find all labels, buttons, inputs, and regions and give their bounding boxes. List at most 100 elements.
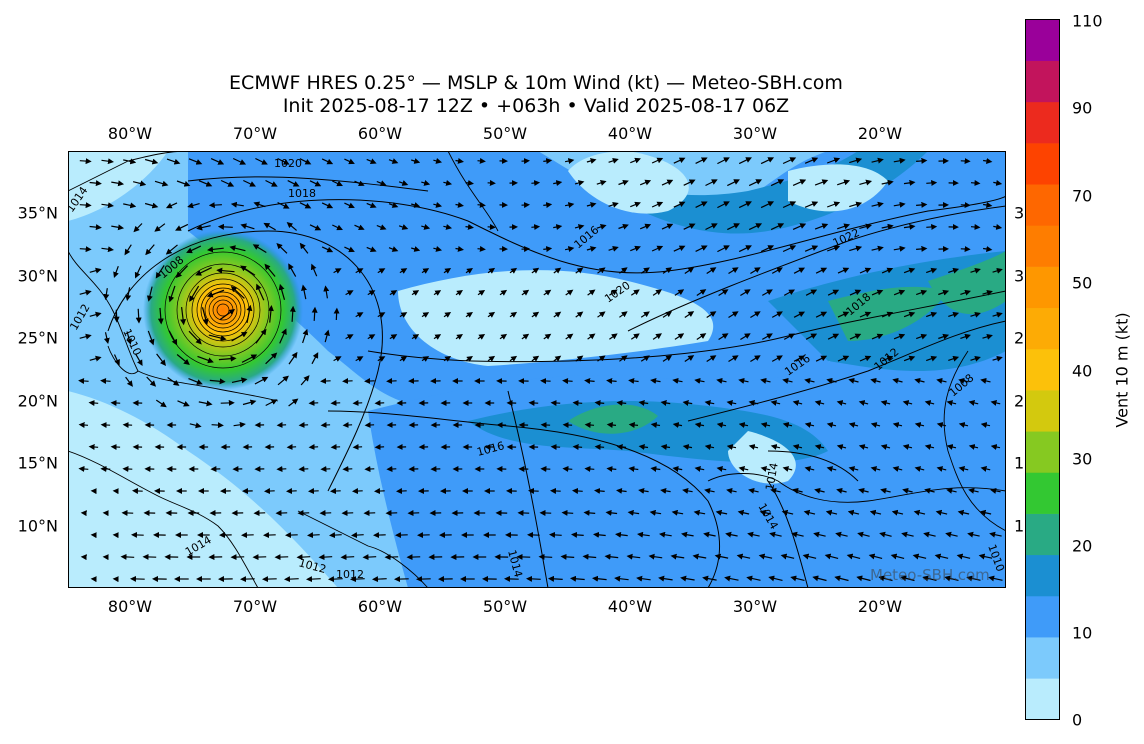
wind-arrow <box>770 179 785 187</box>
wind-arrow <box>926 179 938 186</box>
wind-arrow <box>366 246 377 252</box>
wind-arrow <box>465 223 474 230</box>
wind-arrow <box>826 466 837 472</box>
wind-arrow <box>288 263 297 277</box>
wind-arrow <box>856 575 871 582</box>
wind-arrow <box>662 267 673 274</box>
colorbar-bin <box>1025 637 1060 679</box>
wind-arrow <box>790 575 805 582</box>
wind-arrow <box>103 288 110 301</box>
wind-arrow <box>531 180 541 187</box>
wind-arrow <box>893 289 906 296</box>
wind-arrow <box>660 444 671 450</box>
wind-arrow <box>553 180 563 186</box>
wind-arrow <box>738 377 749 384</box>
wind-arrow <box>584 422 595 428</box>
isobar-label: 1018 <box>288 187 316 200</box>
wind-arrow <box>477 245 486 252</box>
wind-arrow <box>176 354 190 366</box>
wind-arrow <box>584 377 595 384</box>
wind-arrow <box>165 202 178 209</box>
wind-arrow <box>815 355 828 362</box>
wind-arrow <box>230 285 245 299</box>
wind-arrow <box>377 312 386 318</box>
wind-arrow <box>321 202 334 209</box>
isobars <box>107 176 1006 588</box>
wind-arrow <box>714 553 729 560</box>
wind-arrow <box>792 487 803 494</box>
wind-arrow <box>662 311 673 318</box>
wind-arrow <box>726 400 737 406</box>
wind-arrow <box>728 355 739 363</box>
wind-arrow <box>344 158 355 165</box>
wind-arrow <box>455 157 464 164</box>
wind-arrow <box>696 333 707 340</box>
wind-arrow <box>411 202 421 208</box>
wind-arrow <box>188 378 203 385</box>
wind-arrow <box>111 224 125 231</box>
wind-arrow <box>782 157 797 165</box>
wind-arrow <box>893 245 906 252</box>
wind-arrow <box>715 509 728 516</box>
wind-arrow <box>132 180 147 187</box>
wind-arrow <box>938 333 950 340</box>
wind-arrow <box>849 245 863 252</box>
wind-arrow <box>835 531 848 538</box>
wind-arrow <box>543 289 552 296</box>
wind-arrow <box>279 328 287 344</box>
wind-arrow <box>477 289 486 296</box>
colorbar-tick-label: 0 <box>1072 710 1083 730</box>
wind-arrow <box>881 267 894 274</box>
wind-arrow <box>704 400 715 406</box>
lat-label-10n: 10°N <box>17 516 58 536</box>
wind-arrow <box>167 377 180 386</box>
wind-arrow <box>804 245 819 252</box>
wind-arrow <box>683 223 696 230</box>
wind-arrow <box>165 244 178 255</box>
wind-arrow <box>332 224 343 231</box>
right-lat-label-partial: 3 <box>1014 266 1025 286</box>
wind-arrow <box>871 157 884 164</box>
wind-arrow <box>726 487 737 494</box>
colorbar-bin <box>1025 19 1060 61</box>
wind-arrow <box>983 246 993 252</box>
wind-arrow <box>849 289 862 296</box>
wind-arrow <box>78 422 89 428</box>
wind-arrow <box>399 268 408 274</box>
wind-arrow <box>543 158 553 165</box>
wind-arrow <box>594 487 605 494</box>
wind-arrow <box>804 157 819 164</box>
wind-arrow <box>650 466 661 472</box>
wind-arrow <box>113 265 119 279</box>
colorbar-tick-label: 90 <box>1072 98 1093 118</box>
wind-arrow <box>146 286 153 302</box>
wind-arrow <box>265 399 278 407</box>
wind-arrow <box>640 355 650 362</box>
wind-arrow <box>849 333 862 340</box>
wind-arrow <box>814 444 825 450</box>
wind-arrow <box>759 509 772 516</box>
wind-arrow <box>781 509 794 516</box>
wind-arrow <box>958 377 969 384</box>
wind-arrow <box>89 180 102 187</box>
wind-arrow <box>606 377 617 384</box>
wind-arrow <box>433 334 442 340</box>
wind-arrow <box>847 509 860 516</box>
wind-arrow <box>770 400 781 406</box>
wind-arrow <box>914 377 925 384</box>
wind-arrow <box>299 202 312 209</box>
wind-arrow <box>936 422 947 428</box>
wind-arrow <box>630 157 641 164</box>
wind-arrow <box>411 246 421 252</box>
wind-arrow <box>717 157 730 165</box>
wind-arrow <box>351 532 364 539</box>
wind-arrow <box>399 312 408 318</box>
colorbar-bin <box>1025 595 1060 638</box>
wind-arrow <box>340 554 355 561</box>
bottom-lon-label-80w: 80°W <box>107 597 153 616</box>
wind-arrow <box>957 509 970 516</box>
wind-arrow <box>256 283 265 301</box>
wind-arrow <box>770 487 781 494</box>
wind-arrow <box>792 179 807 186</box>
wind-arrow <box>672 422 683 428</box>
